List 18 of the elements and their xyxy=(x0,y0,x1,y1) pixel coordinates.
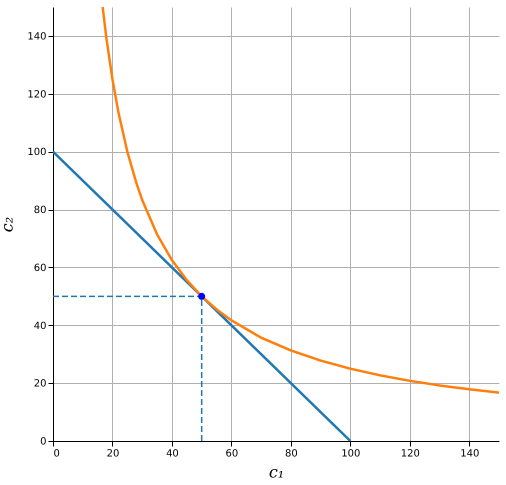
x-tick-label: 60 xyxy=(226,448,238,460)
y-axis-title: c₂ xyxy=(0,216,16,232)
y-tick-label: 80 xyxy=(34,205,46,216)
x-axis-title: c₁ xyxy=(268,462,284,482)
x-tick-label: 0 xyxy=(54,448,60,460)
y-tick-label: 100 xyxy=(27,147,46,158)
x-tick-label: 80 xyxy=(285,448,298,460)
y-tick-label: 60 xyxy=(34,262,46,274)
x-tick-label: 120 xyxy=(400,448,420,460)
y-tick-label: 140 xyxy=(27,31,46,42)
y-tick-label: 120 xyxy=(27,89,46,100)
y-tick-label: 40 xyxy=(34,320,46,332)
x-tick-label: 140 xyxy=(460,448,480,460)
x-tick-label: 100 xyxy=(341,448,360,460)
x-tick-label: 40 xyxy=(166,448,179,460)
y-tick-label: 20 xyxy=(34,378,46,390)
y-tick-label: 0 xyxy=(40,436,46,448)
x-tick-label: 20 xyxy=(106,448,120,460)
